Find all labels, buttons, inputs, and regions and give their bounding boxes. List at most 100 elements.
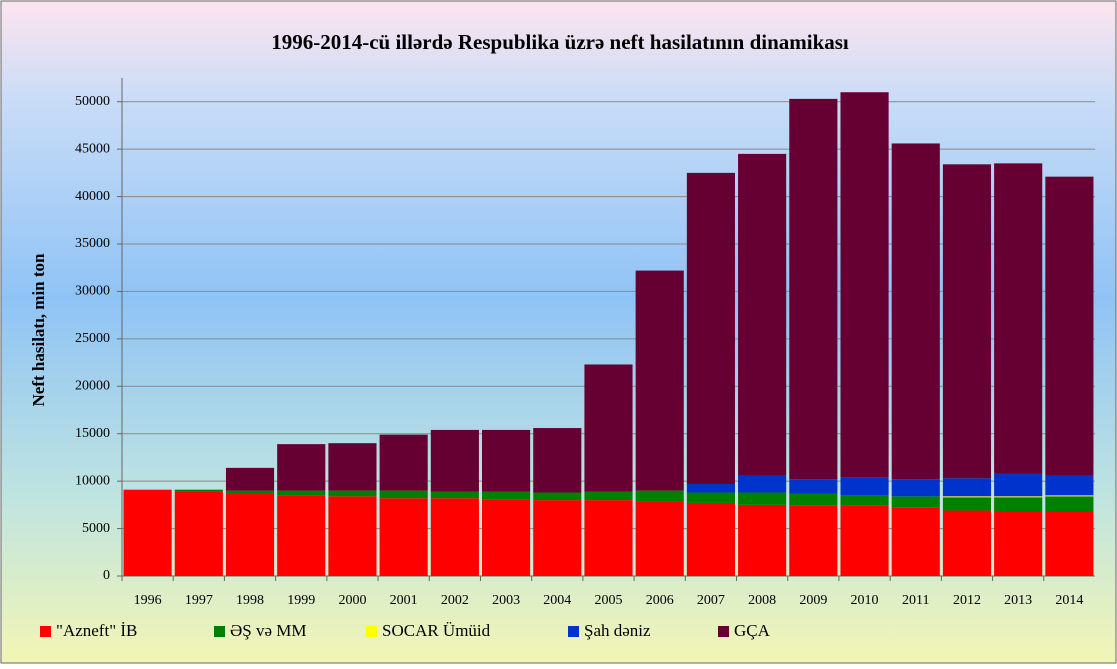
x-tick-label: 2013 [1004,593,1032,608]
bar-segment [686,502,735,576]
x-tick-label: 2002 [441,593,469,608]
x-tick-label: 2000 [338,593,366,608]
bar-segment [174,489,223,492]
bar-segment [738,492,787,505]
bar-segment [225,493,275,576]
x-tick-label: 1997 [185,593,213,608]
y-tick-label: 40000 [75,189,110,204]
bar-segment [430,491,479,499]
bar-segment [379,498,428,576]
x-tick-label: 2007 [697,593,725,608]
bar-segment [533,500,582,576]
legend-swatch [214,626,225,637]
x-tick-label: 2014 [1055,593,1083,608]
bar-segment [738,504,787,576]
bar-segment [840,477,889,496]
y-tick-label: 10000 [75,473,110,488]
y-tick-label: 30000 [75,284,110,299]
bar-segment [1045,496,1094,512]
bar-segment [686,492,735,503]
chart-title: 1996-2014-cü illərdə Respublika üzrə nef… [271,30,849,54]
bar-segment [430,498,479,576]
bar-segment [994,473,1043,497]
bar-segment [738,475,787,493]
bar-segment [635,490,684,502]
bar-segment [328,496,377,576]
x-tick-label: 2008 [748,593,776,608]
y-axis-label: Neft hasilatı, min ton [29,253,48,407]
bar-segment [686,483,735,493]
bar-segment [277,490,326,496]
bar-segment [379,490,428,499]
y-tick-label: 20000 [75,379,110,394]
bar-segment [277,444,326,491]
bar-segment [994,163,1043,474]
legend-label: SOCAR Ümüid [382,621,491,640]
y-tick-label: 35000 [75,236,110,251]
bar-segment [584,364,633,492]
bar-segment [1045,495,1094,497]
bar-segment [789,493,838,506]
legend-swatch [568,626,579,637]
bar-segment [482,491,531,500]
legend-swatch [40,626,51,637]
y-tick-label: 45000 [75,141,110,156]
bar-segment [174,491,223,576]
bar-segment [994,496,1043,498]
bar-segment [1045,176,1094,476]
bar-segment [891,507,940,576]
legend-swatch [366,626,377,637]
bar-segment [789,479,838,494]
bar-segment [635,270,684,491]
bar-segment [482,499,531,576]
bar-segment [277,495,326,576]
bar-segment [891,143,940,480]
bar-segment [840,92,889,478]
bar-segment [584,491,633,501]
x-tick-label: 1996 [134,593,162,608]
bar-segment [891,496,940,508]
y-tick-label: 0 [103,568,110,583]
bar-segment [533,492,582,501]
legend-label: "Azneft" İB [56,621,137,640]
bar-segment [430,429,479,492]
y-tick-label: 50000 [75,94,110,109]
x-tick-label: 2011 [902,593,929,608]
x-tick-label: 2006 [646,593,674,608]
bar-segment [686,172,735,484]
bar-segment [942,164,992,479]
x-tick-label: 1999 [287,593,315,608]
x-tick-label: 2009 [799,593,827,608]
legend-label: ƏŞ və MM [230,621,307,640]
bar-segment [942,496,992,498]
legend-label: GÇA [734,621,771,640]
x-tick-label: 2003 [492,593,520,608]
x-tick-label: 2005 [595,593,623,608]
bar-segment [994,511,1043,576]
bar-segment [891,479,940,497]
bar-segment [994,497,1043,512]
legend-swatch [718,626,729,637]
x-tick-label: 2001 [390,593,418,608]
bar-segment [482,429,531,492]
bar-segment [942,478,992,497]
bar-segment [328,490,377,497]
y-tick-label: 25000 [75,331,110,346]
bar-segment [840,505,889,576]
bar-segment [123,489,172,576]
bar-segment [789,505,838,576]
bar-segment [942,497,992,511]
bar-segment [533,428,582,493]
bar-segment [584,500,633,576]
bar-segment [225,490,275,494]
bar-segment [635,501,684,576]
bar-segment [738,153,787,476]
bar-segment [225,467,275,491]
bar-segment [328,443,377,491]
y-tick-label: 5000 [82,521,110,536]
bar-segment [1045,511,1094,576]
legend-label: Şah dəniz [584,621,651,640]
bar-segment [942,510,992,576]
